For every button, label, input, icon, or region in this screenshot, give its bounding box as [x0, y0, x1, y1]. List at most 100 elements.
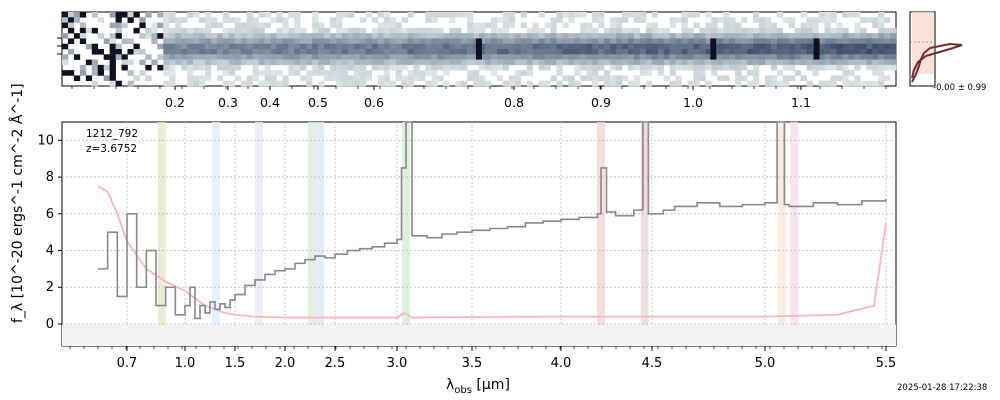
y-axis-ticks: 0 2 4 6 8 10 — [37, 133, 62, 332]
heatmap-cell — [467, 33, 474, 39]
heatmap-cell — [109, 70, 116, 76]
heatmap-cell — [860, 49, 867, 55]
heatmap-cell — [467, 70, 474, 76]
heatmap-cell — [854, 75, 861, 82]
heatmap-cell — [341, 54, 349, 60]
heatmap-cell — [633, 80, 641, 87]
heatmap-cell — [705, 22, 712, 29]
heatmap-cell — [115, 27, 122, 34]
heatmap-cell — [193, 12, 200, 18]
heatmap-cell — [592, 12, 599, 18]
heatmap-cell — [693, 38, 700, 45]
heatmap-cell — [735, 43, 742, 50]
heatmap-cell — [747, 27, 754, 34]
heatmap-cell — [675, 17, 682, 23]
heatmap-cell — [729, 49, 736, 55]
heatmap-cell — [651, 33, 659, 39]
heatmap-cell — [520, 59, 527, 66]
heatmap-cell — [705, 54, 712, 60]
heatmap-cell — [687, 27, 694, 34]
heatmap-cell — [735, 70, 742, 76]
heatmap-cell — [711, 33, 718, 39]
heatmap-cell — [800, 22, 807, 29]
heatmap-cell — [473, 59, 480, 66]
heatmap-cell — [222, 64, 230, 71]
heatmap-cell — [484, 43, 492, 50]
heatmap-cell — [401, 38, 408, 45]
heatmap-cell — [353, 43, 361, 50]
heatmap-cell — [300, 64, 307, 71]
heatmap-cell — [246, 17, 253, 23]
heatmap-cell — [228, 49, 236, 55]
heatmap-cell — [169, 49, 176, 55]
heatmap-cell — [610, 64, 617, 71]
heatmap-cell — [723, 49, 730, 55]
heatmap-cell — [479, 27, 486, 34]
heatmap-cell — [794, 70, 801, 76]
x-axis-label-sub: obs — [454, 385, 472, 396]
heatmap-cell — [675, 38, 682, 45]
heatmap-cell — [395, 33, 402, 39]
heatmap-cell — [800, 27, 807, 34]
heatmap-cell — [67, 27, 75, 34]
profile-curve — [911, 42, 963, 83]
heatmap-cell — [800, 75, 807, 82]
heatmap-cell — [496, 38, 504, 45]
heatmap-cell — [484, 64, 492, 71]
heatmap-cell — [407, 75, 414, 82]
heatmap-cell — [407, 33, 414, 39]
heatmap-cell — [270, 75, 277, 82]
heatmap-cell — [467, 43, 474, 50]
heatmap-cell — [663, 75, 670, 82]
heatmap-cell — [699, 43, 706, 50]
line-band — [316, 122, 324, 346]
heatmap-cell — [407, 38, 414, 45]
heatmap-cell — [508, 33, 516, 39]
heatmap-cell — [747, 80, 754, 87]
heatmap-cell — [776, 33, 784, 39]
heatmap-cell — [163, 17, 170, 23]
heatmap-cell — [318, 64, 325, 71]
heatmap-cell — [347, 59, 355, 66]
heatmap-cell — [890, 43, 897, 50]
heatmap-cell — [234, 75, 242, 82]
heatmap-cell — [711, 64, 718, 71]
heatmap-cell — [514, 43, 521, 50]
heatmap-cell — [347, 38, 355, 45]
heatmap-cell — [109, 33, 116, 39]
heatmap-cell — [163, 22, 170, 29]
heatmap-cell — [401, 43, 408, 50]
heatmap-cell — [193, 54, 200, 60]
x-tick-label: 5.5 — [876, 356, 897, 371]
heatmap-cell — [604, 54, 611, 60]
heatmap-cell — [199, 54, 206, 60]
heatmap-cell — [669, 33, 676, 39]
heatmap-cell — [222, 59, 230, 66]
heatmap-cell — [854, 54, 861, 60]
heatmap-cell — [788, 75, 796, 82]
heatmap-cell — [234, 49, 242, 55]
heatmap-cell — [330, 22, 337, 29]
heatmap-cell — [449, 54, 456, 60]
heatmap-cell — [395, 49, 402, 55]
heatmap-cell — [598, 22, 605, 29]
heatmap-cell — [145, 54, 152, 60]
heatmap-cell — [318, 38, 325, 45]
heatmap-cell — [639, 70, 647, 76]
heatmap-cell — [139, 17, 146, 23]
heatmap-cell — [181, 17, 188, 23]
heatmap-cell — [818, 64, 825, 71]
heatmap-cell — [848, 54, 855, 60]
x-tick-label: 3.5 — [462, 356, 483, 371]
heatmap-cell — [336, 75, 343, 82]
line-band — [157, 122, 166, 346]
heatmap-cell — [526, 64, 533, 71]
heatmap-cell — [729, 27, 736, 34]
heatmap-cell — [437, 27, 444, 34]
heatmap-cell — [812, 22, 819, 29]
heatmap-cell — [252, 49, 259, 55]
heatmap-cell — [175, 49, 182, 55]
heatmap-cell — [276, 49, 283, 55]
x-tick-label: 4.5 — [642, 356, 663, 371]
emission-feature — [476, 38, 482, 60]
